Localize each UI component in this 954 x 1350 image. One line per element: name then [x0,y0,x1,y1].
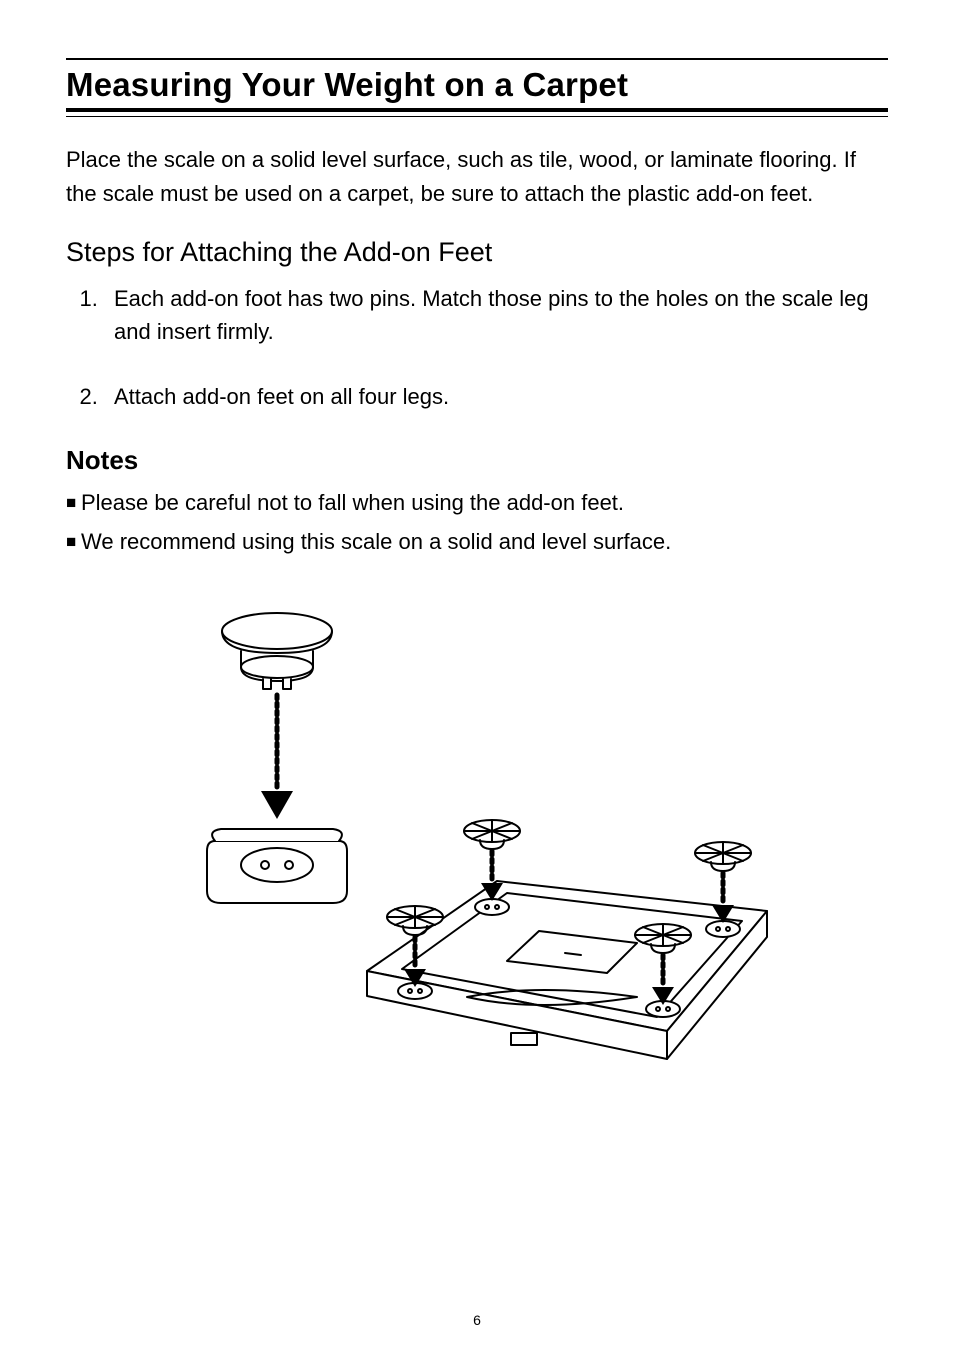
assembly-diagram [66,591,888,1156]
double-rule [66,108,888,117]
notes-list: Please be careful not to fall when using… [66,484,888,561]
top-rule [66,58,888,60]
step-item: Attach add-on feet on all four legs. [104,380,888,413]
step-item: Each add-on foot has two pins. Match tho… [104,282,888,348]
steps-heading: Steps for Attaching the Add-on Feet [66,237,888,268]
note-item: We recommend using this scale on a solid… [66,523,888,562]
steps-list: Each add-on foot has two pins. Match tho… [66,282,888,413]
page-number: 6 [0,1312,954,1328]
page-title: Measuring Your Weight on a Carpet [66,66,888,104]
manual-page: Measuring Your Weight on a Carpet Place … [0,0,954,1350]
intro-paragraph: Place the scale on a solid level surface… [66,143,888,211]
note-item: Please be careful not to fall when using… [66,484,888,523]
diagram-svg [167,591,787,1151]
notes-heading: Notes [66,445,888,476]
